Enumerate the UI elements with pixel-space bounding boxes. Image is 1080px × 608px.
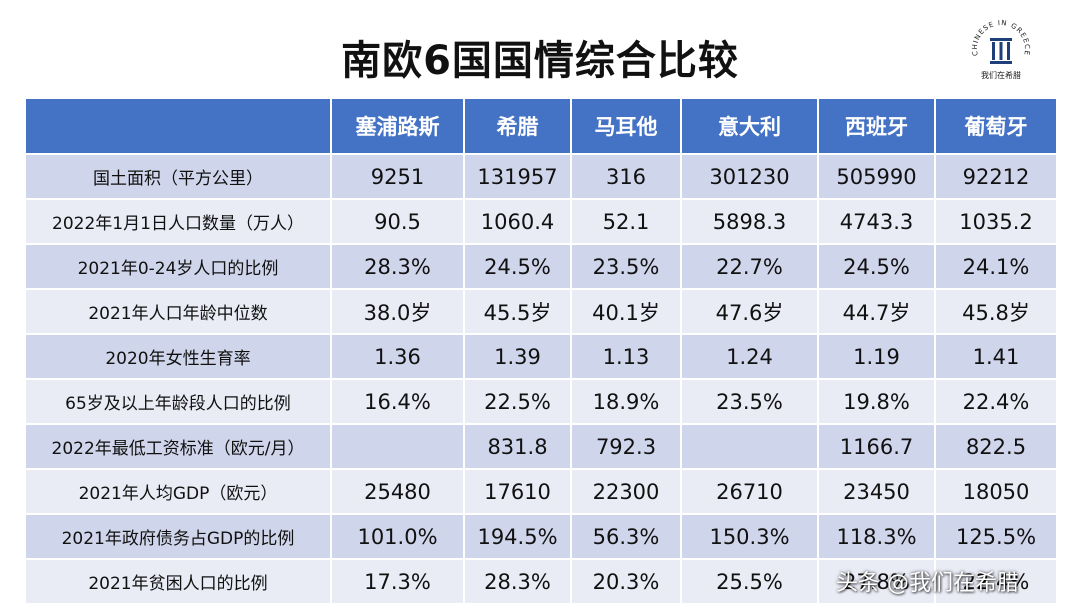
table-cell: 47.6岁: [680, 288, 819, 335]
table-cell: 17610: [463, 468, 572, 515]
logo-bottom-text: 我们在希腊: [981, 70, 1021, 80]
table-cell: 792.3: [570, 423, 682, 470]
table-row: 65岁及以上年龄段人口的比例 16.4% 22.5% 18.9% 23.5% 19.8% 2…: [24, 378, 1058, 425]
table-cell: 822.5: [934, 423, 1058, 470]
table-cell: 131957: [463, 153, 572, 200]
table-cell: 40.1岁: [570, 288, 682, 335]
column-header: 希腊: [463, 97, 572, 155]
row-label: 国土面积（平方公里）: [24, 153, 332, 200]
table-cell: 831.8: [463, 423, 572, 470]
table-cell: 44.7岁: [817, 288, 936, 335]
row-label: 2021年政府债务占GDP的比例: [24, 513, 332, 560]
table-cell: 52.1: [570, 198, 682, 245]
table-row: 2020年女性生育率 1.36 1.39 1.13 1.24 1.19 1.41: [24, 333, 1058, 380]
table-cell: 24.5%: [463, 243, 572, 290]
comparison-table: 塞浦路斯 希腊 马耳他 意大利 西班牙 葡萄牙 国土面积（平方公里） 9251 131957 3…: [24, 97, 1058, 605]
table-cell: 20.3%: [570, 558, 682, 605]
row-label: 2020年女性生育率: [24, 333, 332, 380]
table-body: 国土面积（平方公里） 9251 131957 316 301230 505990 92212…: [24, 153, 1058, 605]
column-header: 葡萄牙: [934, 97, 1058, 155]
table-cell: 18.9%: [570, 378, 682, 425]
table-cell: 22.4%: [934, 558, 1058, 605]
table-cell: 505990: [817, 153, 936, 200]
table-cell: 194.5%: [463, 513, 572, 560]
table-cell: 1.41: [934, 333, 1058, 380]
table-cell: [330, 423, 465, 470]
table-row: 2021年贫困人口的比例 17.3% 28.3% 20.3% 25.5% 27.8% 22.…: [24, 558, 1058, 605]
table-cell: 25.5%: [680, 558, 819, 605]
table-cell: [680, 423, 819, 470]
greek-column-icon: CHINESE IN GREECE 我们在希腊: [971, 19, 1030, 80]
row-label: 2022年1月1日人口数量（万人）: [24, 198, 332, 245]
table-cell: 23450: [817, 468, 936, 515]
table-cell: 22.5%: [463, 378, 572, 425]
table-cell: 25480: [330, 468, 465, 515]
table-cell: 1060.4: [463, 198, 572, 245]
table-cell: 90.5: [330, 198, 465, 245]
table-cell: 118.3%: [817, 513, 936, 560]
table-cell: 45.8岁: [934, 288, 1058, 335]
row-label: 2022年最低工资标准（欧元/月）: [24, 423, 332, 470]
column-header: 马耳他: [570, 97, 682, 155]
table-cell: 45.5岁: [463, 288, 572, 335]
table-cell: 17.3%: [330, 558, 465, 605]
table-cell: 9251: [330, 153, 465, 200]
table-row: 2022年1月1日人口数量（万人） 90.5 1060.4 52.1 5898.3 474…: [24, 198, 1058, 245]
table-row: 2022年最低工资标准（欧元/月） 831.8 792.3 1166.7 822.5: [24, 423, 1058, 470]
table-cell: 1.13: [570, 333, 682, 380]
table-cell: 150.3%: [680, 513, 819, 560]
table-cell: 301230: [680, 153, 819, 200]
table-cell: 22300: [570, 468, 682, 515]
table-cell: 26710: [680, 468, 819, 515]
table-cell: 1.36: [330, 333, 465, 380]
table-cell: 1.24: [680, 333, 819, 380]
table-cell: 23.5%: [570, 243, 682, 290]
table-cell: 22.4%: [934, 378, 1058, 425]
table-cell: 1035.2: [934, 198, 1058, 245]
row-label: 2021年贫困人口的比例: [24, 558, 332, 605]
table-row: 2021年政府债务占GDP的比例 101.0% 194.5% 56.3% 150.3% 1…: [24, 513, 1058, 560]
table-cell: 24.1%: [934, 243, 1058, 290]
table-cell: 19.8%: [817, 378, 936, 425]
table-cell: 1.39: [463, 333, 572, 380]
row-label: 2021年人口年龄中位数: [24, 288, 332, 335]
table-header-row: 塞浦路斯 希腊 马耳他 意大利 西班牙 葡萄牙: [24, 97, 1058, 155]
header-corner: [24, 97, 332, 155]
table-cell: 316: [570, 153, 682, 200]
row-label: 2021年0-24岁人口的比例: [24, 243, 332, 290]
table-cell: 27.8%: [817, 558, 936, 605]
table-row: 国土面积（平方公里） 9251 131957 316 301230 505990 92212: [24, 153, 1058, 200]
table-cell: 4743.3: [817, 198, 936, 245]
table-cell: 92212: [934, 153, 1058, 200]
column-header: 塞浦路斯: [330, 97, 465, 155]
table-row: 2021年0-24岁人口的比例 28.3% 24.5% 23.5% 22.7% 24.5%…: [24, 243, 1058, 290]
table-cell: 18050: [934, 468, 1058, 515]
table-cell: 101.0%: [330, 513, 465, 560]
table-cell: 22.7%: [680, 243, 819, 290]
table-cell: 38.0岁: [330, 288, 465, 335]
table-cell: 23.5%: [680, 378, 819, 425]
row-label: 65岁及以上年龄段人口的比例: [24, 378, 332, 425]
table-cell: 1.19: [817, 333, 936, 380]
table-cell: 125.5%: [934, 513, 1058, 560]
table-cell: 28.3%: [330, 243, 465, 290]
table-cell: 56.3%: [570, 513, 682, 560]
watermark: 头条 @我们在希腊: [836, 571, 1019, 596]
table-row: 2021年人均GDP（欧元） 25480 17610 22300 26710 23450 1…: [24, 468, 1058, 515]
table-cell: 28.3%: [463, 558, 572, 605]
table-cell: 16.4%: [330, 378, 465, 425]
table-row: 2021年人口年龄中位数 38.0岁 45.5岁 40.1岁 47.6岁 44.7岁 45.…: [24, 288, 1058, 335]
column-header: 西班牙: [817, 97, 936, 155]
table-cell: 5898.3: [680, 198, 819, 245]
table-cell: 24.5%: [817, 243, 936, 290]
page-title: 南欧6国国情综合比较: [341, 38, 739, 84]
table-cell: 1166.7: [817, 423, 936, 470]
column-header: 意大利: [680, 97, 819, 155]
row-label: 2021年人均GDP（欧元）: [24, 468, 332, 515]
